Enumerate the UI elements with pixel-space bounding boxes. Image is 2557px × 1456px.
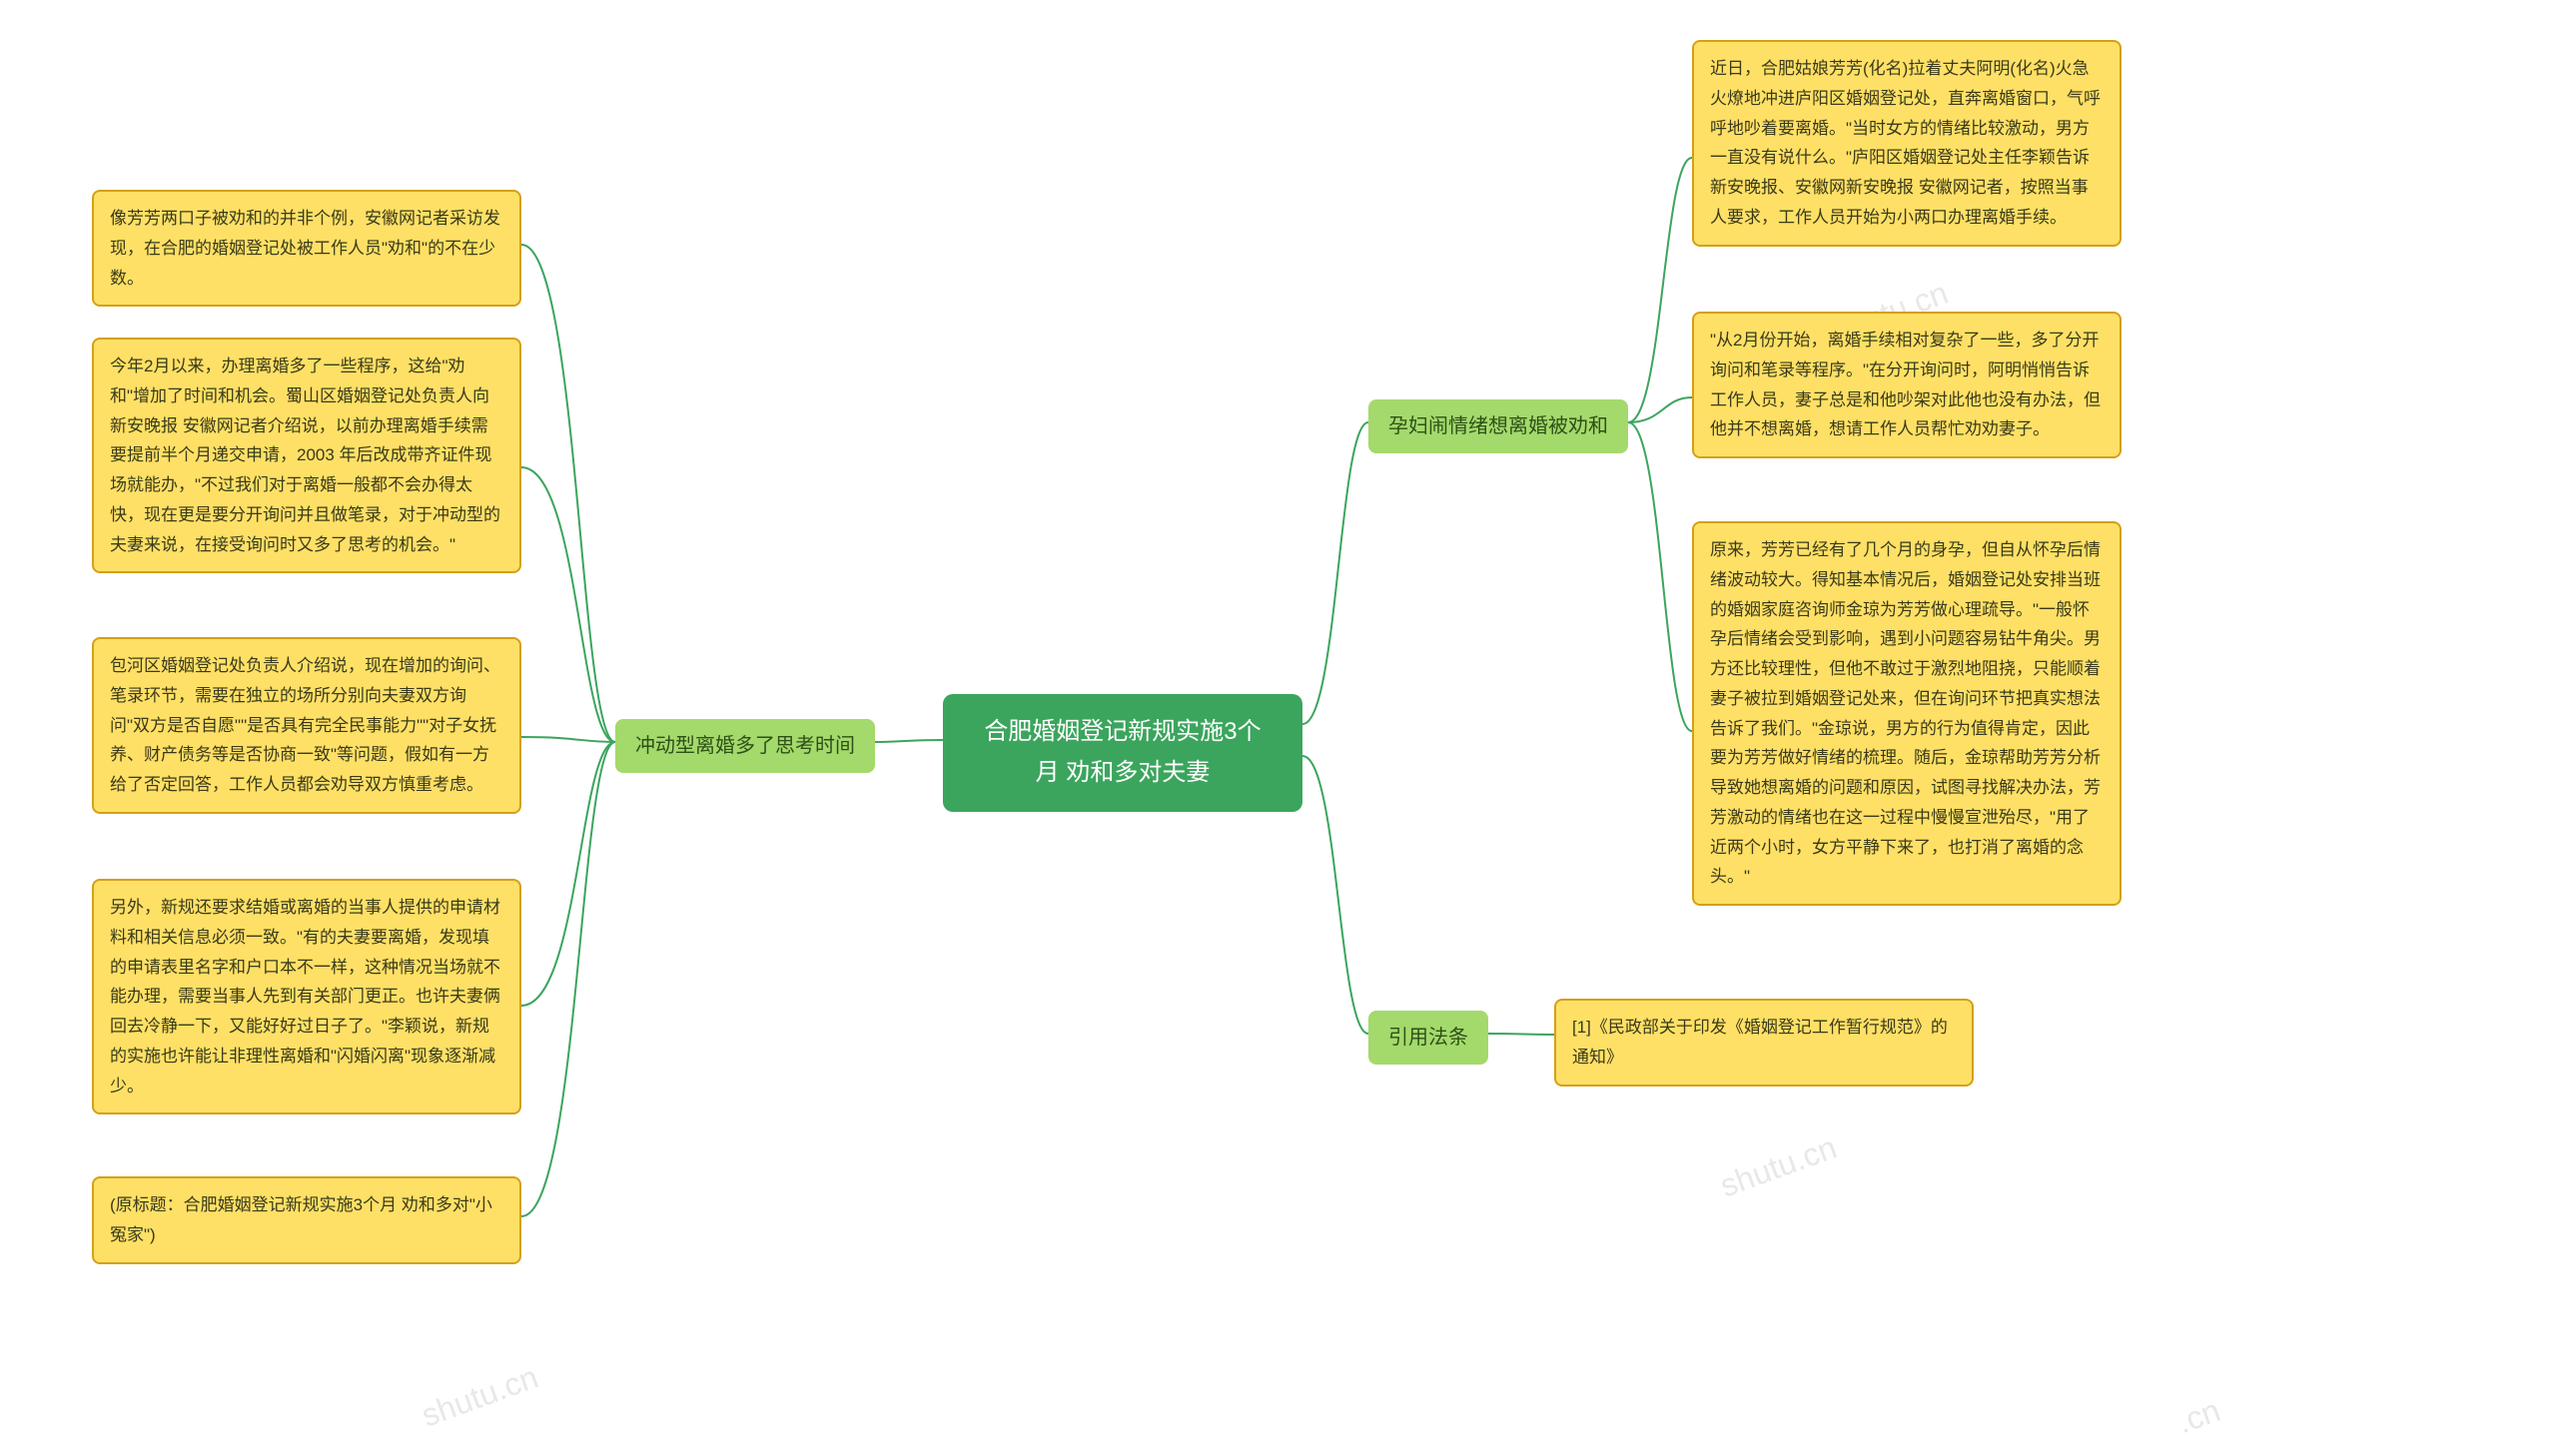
branch-label: 冲动型离婚多了思考时间 (635, 735, 855, 757)
branch-right-1[interactable]: 引用法条 (1368, 1011, 1488, 1065)
leaf-text: 原来，芳芳已经有了几个月的身孕，但自从怀孕后情绪波动较大。得知基本情况后，婚姻登… (1710, 540, 2101, 886)
leaf-left-4[interactable]: (原标题：合肥婚姻登记新规实施3个月 劝和多对"小冤家") (92, 1176, 521, 1264)
leaf-text: "从2月份开始，离婚手续相对复杂了一些，多了分开询问和笔录等程序。"在分开询问时… (1710, 331, 2101, 438)
branch-right-0[interactable]: 孕妇闹情绪想离婚被劝和 (1368, 399, 1628, 453)
root-label: 合肥婚姻登记新规实施3个月 劝和多对夫妻 (984, 718, 1261, 786)
watermark: shutu.cn (417, 1358, 542, 1434)
watermark: .cn (2172, 1392, 2225, 1441)
leaf-r0-0[interactable]: 近日，合肥姑娘芳芳(化名)拉着丈夫阿明(化名)火急火燎地冲进庐阳区婚姻登记处，直… (1692, 40, 2122, 247)
leaf-text: 另外，新规还要求结婚或离婚的当事人提供的申请材料和相关信息必须一致。"有的夫妻要… (110, 898, 500, 1095)
branch-label: 引用法条 (1388, 1027, 1468, 1049)
leaf-text: 像芳芳两口子被劝和的并非个例，安徽网记者采访发现，在合肥的婚姻登记处被工作人员"… (110, 209, 500, 288)
leaf-text: [1]《民政部关于印发《婚姻登记工作暂行规范》的通知》 (1572, 1018, 1948, 1067)
leaf-r1-0[interactable]: [1]《民政部关于印发《婚姻登记工作暂行规范》的通知》 (1554, 999, 1974, 1087)
root-node[interactable]: 合肥婚姻登记新规实施3个月 劝和多对夫妻 (943, 694, 1302, 812)
branch-label: 孕妇闹情绪想离婚被劝和 (1388, 415, 1608, 437)
leaf-left-3[interactable]: 另外，新规还要求结婚或离婚的当事人提供的申请材料和相关信息必须一致。"有的夫妻要… (92, 879, 521, 1114)
leaf-r0-2[interactable]: 原来，芳芳已经有了几个月的身孕，但自从怀孕后情绪波动较大。得知基本情况后，婚姻登… (1692, 521, 2122, 906)
leaf-left-1[interactable]: 今年2月以来，办理离婚多了一些程序，这给"劝和"增加了时间和机会。蜀山区婚姻登记… (92, 338, 521, 573)
watermark: shutu.cn (1715, 1128, 1841, 1204)
branch-left[interactable]: 冲动型离婚多了思考时间 (615, 719, 875, 773)
leaf-left-2[interactable]: 包河区婚姻登记处负责人介绍说，现在增加的询问、笔录环节，需要在独立的场所分别向夫… (92, 637, 521, 814)
leaf-text: 今年2月以来，办理离婚多了一些程序，这给"劝和"增加了时间和机会。蜀山区婚姻登记… (110, 357, 500, 554)
leaf-left-0[interactable]: 像芳芳两口子被劝和的并非个例，安徽网记者采访发现，在合肥的婚姻登记处被工作人员"… (92, 190, 521, 307)
leaf-text: (原标题：合肥婚姻登记新规实施3个月 劝和多对"小冤家") (110, 1195, 492, 1244)
leaf-r0-1[interactable]: "从2月份开始，离婚手续相对复杂了一些，多了分开询问和笔录等程序。"在分开询问时… (1692, 312, 2122, 458)
leaf-text: 近日，合肥姑娘芳芳(化名)拉着丈夫阿明(化名)火急火燎地冲进庐阳区婚姻登记处，直… (1710, 59, 2101, 227)
leaf-text: 包河区婚姻登记处负责人介绍说，现在增加的询问、笔录环节，需要在独立的场所分别向夫… (110, 656, 500, 794)
